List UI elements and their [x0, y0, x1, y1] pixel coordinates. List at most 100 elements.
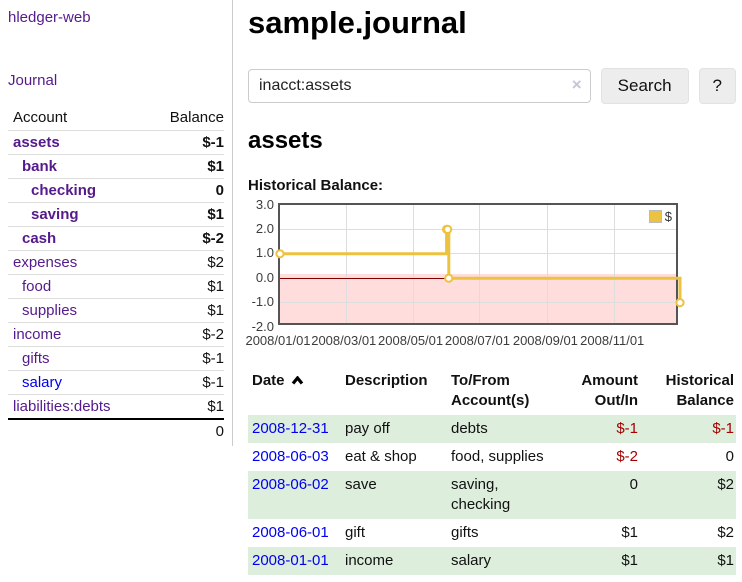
accounts-header-row: Account Balance	[8, 106, 224, 131]
search-bar: × Search ?	[248, 67, 736, 104]
account-link-cash[interactable]: cash	[22, 230, 57, 247]
search-box: ×	[248, 68, 591, 103]
transaction-row[interactable]: 2008-06-02 save saving, checking 0 $2	[248, 470, 736, 519]
account-name-cell: expenses	[8, 250, 150, 275]
transaction-date-link[interactable]: 2008-06-01	[252, 523, 329, 541]
transaction-row[interactable]: 2008-01-01 income salary $1 $1	[248, 546, 736, 575]
account-link-checking[interactable]: checking	[31, 182, 97, 199]
account-name-cell: salary	[8, 370, 150, 395]
accounts-total-spacer	[8, 418, 150, 443]
register-col-date[interactable]: Date	[248, 367, 345, 415]
x-gridline	[547, 204, 549, 323]
transaction-row[interactable]: 2008-06-01 gift gifts $1 $2	[248, 519, 736, 547]
y-axis-tick-label: 2.0	[255, 221, 274, 237]
clear-search-icon[interactable]: ×	[571, 74, 582, 94]
account-link-liabilities-debts[interactable]: liabilities:debts	[13, 398, 111, 415]
x-axis-tick-label: 2008/05/01	[378, 332, 444, 348]
account-link-supplies[interactable]: supplies	[22, 302, 78, 319]
sidebar: hledger-web Journal Account Balance asse…	[0, 0, 233, 446]
transaction-date-link[interactable]: 2008-06-02	[252, 475, 329, 493]
y-axis-tick-label: -1.0	[251, 294, 274, 310]
account-balance: $2	[149, 250, 224, 275]
account-link-bank[interactable]: bank	[22, 158, 58, 175]
search-help-button[interactable]: ?	[698, 67, 736, 104]
transaction-row[interactable]: 2008-06-03 eat & shop food, supplies $-2 0	[248, 443, 736, 471]
search-input[interactable]	[248, 68, 591, 103]
transaction-description: save	[345, 475, 377, 493]
app-title-link[interactable]: hledger-web	[8, 9, 91, 26]
sidebar-nav: Journal	[8, 72, 232, 89]
account-row: gifts $-1	[8, 346, 224, 371]
transaction-balance: $-1	[712, 419, 734, 437]
account-link-saving[interactable]: saving	[31, 206, 79, 223]
accounts-col-account: Account	[13, 109, 68, 126]
transaction-date-link[interactable]: 2008-06-03	[252, 447, 329, 465]
transaction-accounts: salary	[451, 551, 492, 569]
x-axis-tick-label: 2008/09/01	[512, 332, 578, 348]
accounts-table: Account Balance assets $-1 bank $1 checking 0…	[8, 106, 224, 443]
x-gridline	[345, 204, 347, 323]
legend-label: $	[664, 208, 672, 224]
x-gridline	[479, 204, 481, 323]
transaction-amount: $-2	[616, 447, 638, 465]
account-row: salary $-1	[8, 370, 224, 395]
transaction-balance: $2	[717, 475, 734, 493]
balance-step-line	[275, 224, 685, 307]
transaction-amount: $1	[621, 523, 638, 541]
chart-plot-area: $	[275, 202, 685, 325]
transaction-accounts: saving, checking	[451, 475, 511, 513]
account-name-cell: supplies	[8, 298, 150, 323]
account-balance: $-1	[149, 346, 224, 371]
y-axis-tick-label: -2.0	[251, 318, 274, 334]
account-row: assets $-1	[8, 130, 224, 155]
transaction-date-link[interactable]: 2008-01-01	[252, 551, 329, 569]
transaction-balance: 0	[725, 447, 734, 465]
transaction-description: pay off	[345, 419, 390, 437]
account-link-assets[interactable]: assets	[13, 134, 60, 151]
register-col-amount: Amount Out/In	[581, 371, 638, 409]
y-gridline	[280, 302, 676, 304]
search-button[interactable]: Search	[600, 67, 689, 104]
page-title: sample.journal	[248, 5, 467, 40]
account-link-salary[interactable]: salary	[22, 374, 63, 391]
transaction-date: 2008-12-31	[248, 415, 345, 443]
data-point-marker	[443, 224, 453, 234]
account-balance: $1	[149, 202, 224, 227]
register-col-accounts: To/From Account(s)	[451, 371, 530, 409]
transaction-description: income	[345, 551, 394, 569]
y-axis-tick-label: 0.0	[255, 269, 274, 285]
transaction-row[interactable]: 2008-12-31 pay off debts $-1 $-1	[248, 414, 736, 443]
account-row: saving $1	[8, 202, 224, 227]
account-name-cell: food	[8, 274, 150, 299]
transaction-date-link[interactable]: 2008-12-31	[252, 419, 329, 437]
legend-swatch-icon	[648, 209, 662, 223]
x-gridline	[412, 204, 414, 323]
account-name-cell: income	[8, 322, 150, 347]
account-balance: $-2	[149, 226, 224, 251]
account-link-income[interactable]: income	[13, 326, 62, 343]
account-row: checking 0	[8, 178, 224, 203]
account-name-cell: assets	[8, 130, 150, 155]
accounts-col-balance: Balance	[169, 109, 224, 126]
account-link-food[interactable]: food	[22, 278, 52, 295]
historical-balance-chart[interactable]: $3.0 2.0 1.0 0.0 -1.0 -2.0 2008/01/01 2008/03/0…	[245, 197, 688, 353]
account-row: liabilities:debts $1	[8, 394, 224, 419]
sidebar-item-journal[interactable]: Journal	[8, 72, 58, 89]
y-gridline	[280, 229, 676, 231]
account-name-cell: cash	[8, 226, 150, 251]
transaction-description: eat & shop	[345, 447, 417, 465]
transaction-description: gift	[345, 523, 366, 541]
account-link-gifts[interactable]: gifts	[22, 350, 50, 367]
account-balance: 0	[149, 178, 224, 203]
x-axis-tick-label: 2008/11/01	[580, 332, 645, 348]
data-point-marker	[444, 273, 454, 283]
account-name-cell: bank	[8, 154, 150, 179]
account-link-expenses[interactable]: expenses	[13, 254, 78, 271]
data-point-marker	[675, 297, 685, 307]
account-row: income $-2	[8, 322, 224, 347]
account-name-cell: saving	[8, 202, 150, 227]
data-point-marker	[275, 248, 285, 259]
transaction-accounts: food, supplies	[451, 447, 544, 465]
account-row: expenses $2	[8, 250, 224, 275]
account-row: cash $-2	[8, 226, 224, 251]
